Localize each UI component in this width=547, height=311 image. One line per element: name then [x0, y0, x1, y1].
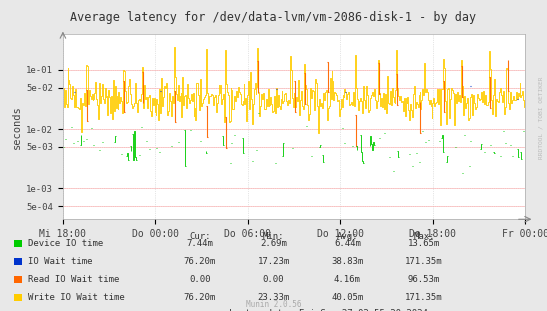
Text: Cur:: Cur:	[189, 232, 211, 241]
Text: 171.35m: 171.35m	[405, 293, 443, 302]
Text: Average latency for /dev/data-lvm/vm-2086-disk-1 - by day: Average latency for /dev/data-lvm/vm-208…	[71, 11, 476, 24]
Text: 40.05m: 40.05m	[331, 293, 363, 302]
Text: 0.00: 0.00	[189, 275, 211, 284]
Text: 6.44m: 6.44m	[334, 239, 361, 248]
Text: Min:: Min:	[263, 232, 284, 241]
Text: 38.83m: 38.83m	[331, 257, 363, 266]
Text: Read IO Wait time: Read IO Wait time	[28, 275, 120, 284]
Text: 96.53m: 96.53m	[408, 275, 440, 284]
Text: 0.00: 0.00	[263, 275, 284, 284]
Text: Write IO Wait time: Write IO Wait time	[28, 293, 125, 302]
Text: IO Wait time: IO Wait time	[28, 257, 93, 266]
Text: Max:: Max:	[413, 232, 435, 241]
Text: 23.33m: 23.33m	[258, 293, 289, 302]
Text: Device IO time: Device IO time	[28, 239, 104, 248]
Text: Munin 2.0.56: Munin 2.0.56	[246, 300, 301, 309]
Text: 17.23m: 17.23m	[258, 257, 289, 266]
Text: 171.35m: 171.35m	[405, 257, 443, 266]
Text: 7.44m: 7.44m	[186, 239, 213, 248]
Text: Avg:: Avg:	[336, 232, 358, 241]
Text: 13.65m: 13.65m	[408, 239, 440, 248]
Text: 76.20m: 76.20m	[184, 293, 216, 302]
Text: 4.16m: 4.16m	[334, 275, 361, 284]
Text: RRDTOOL / TOBI OETIKER: RRDTOOL / TOBI OETIKER	[538, 77, 543, 160]
Text: Last update: Fri Sep 27 02:55:20 2024: Last update: Fri Sep 27 02:55:20 2024	[229, 309, 428, 311]
Text: 2.69m: 2.69m	[260, 239, 287, 248]
Y-axis label: seconds: seconds	[12, 105, 22, 149]
Text: 76.20m: 76.20m	[184, 257, 216, 266]
